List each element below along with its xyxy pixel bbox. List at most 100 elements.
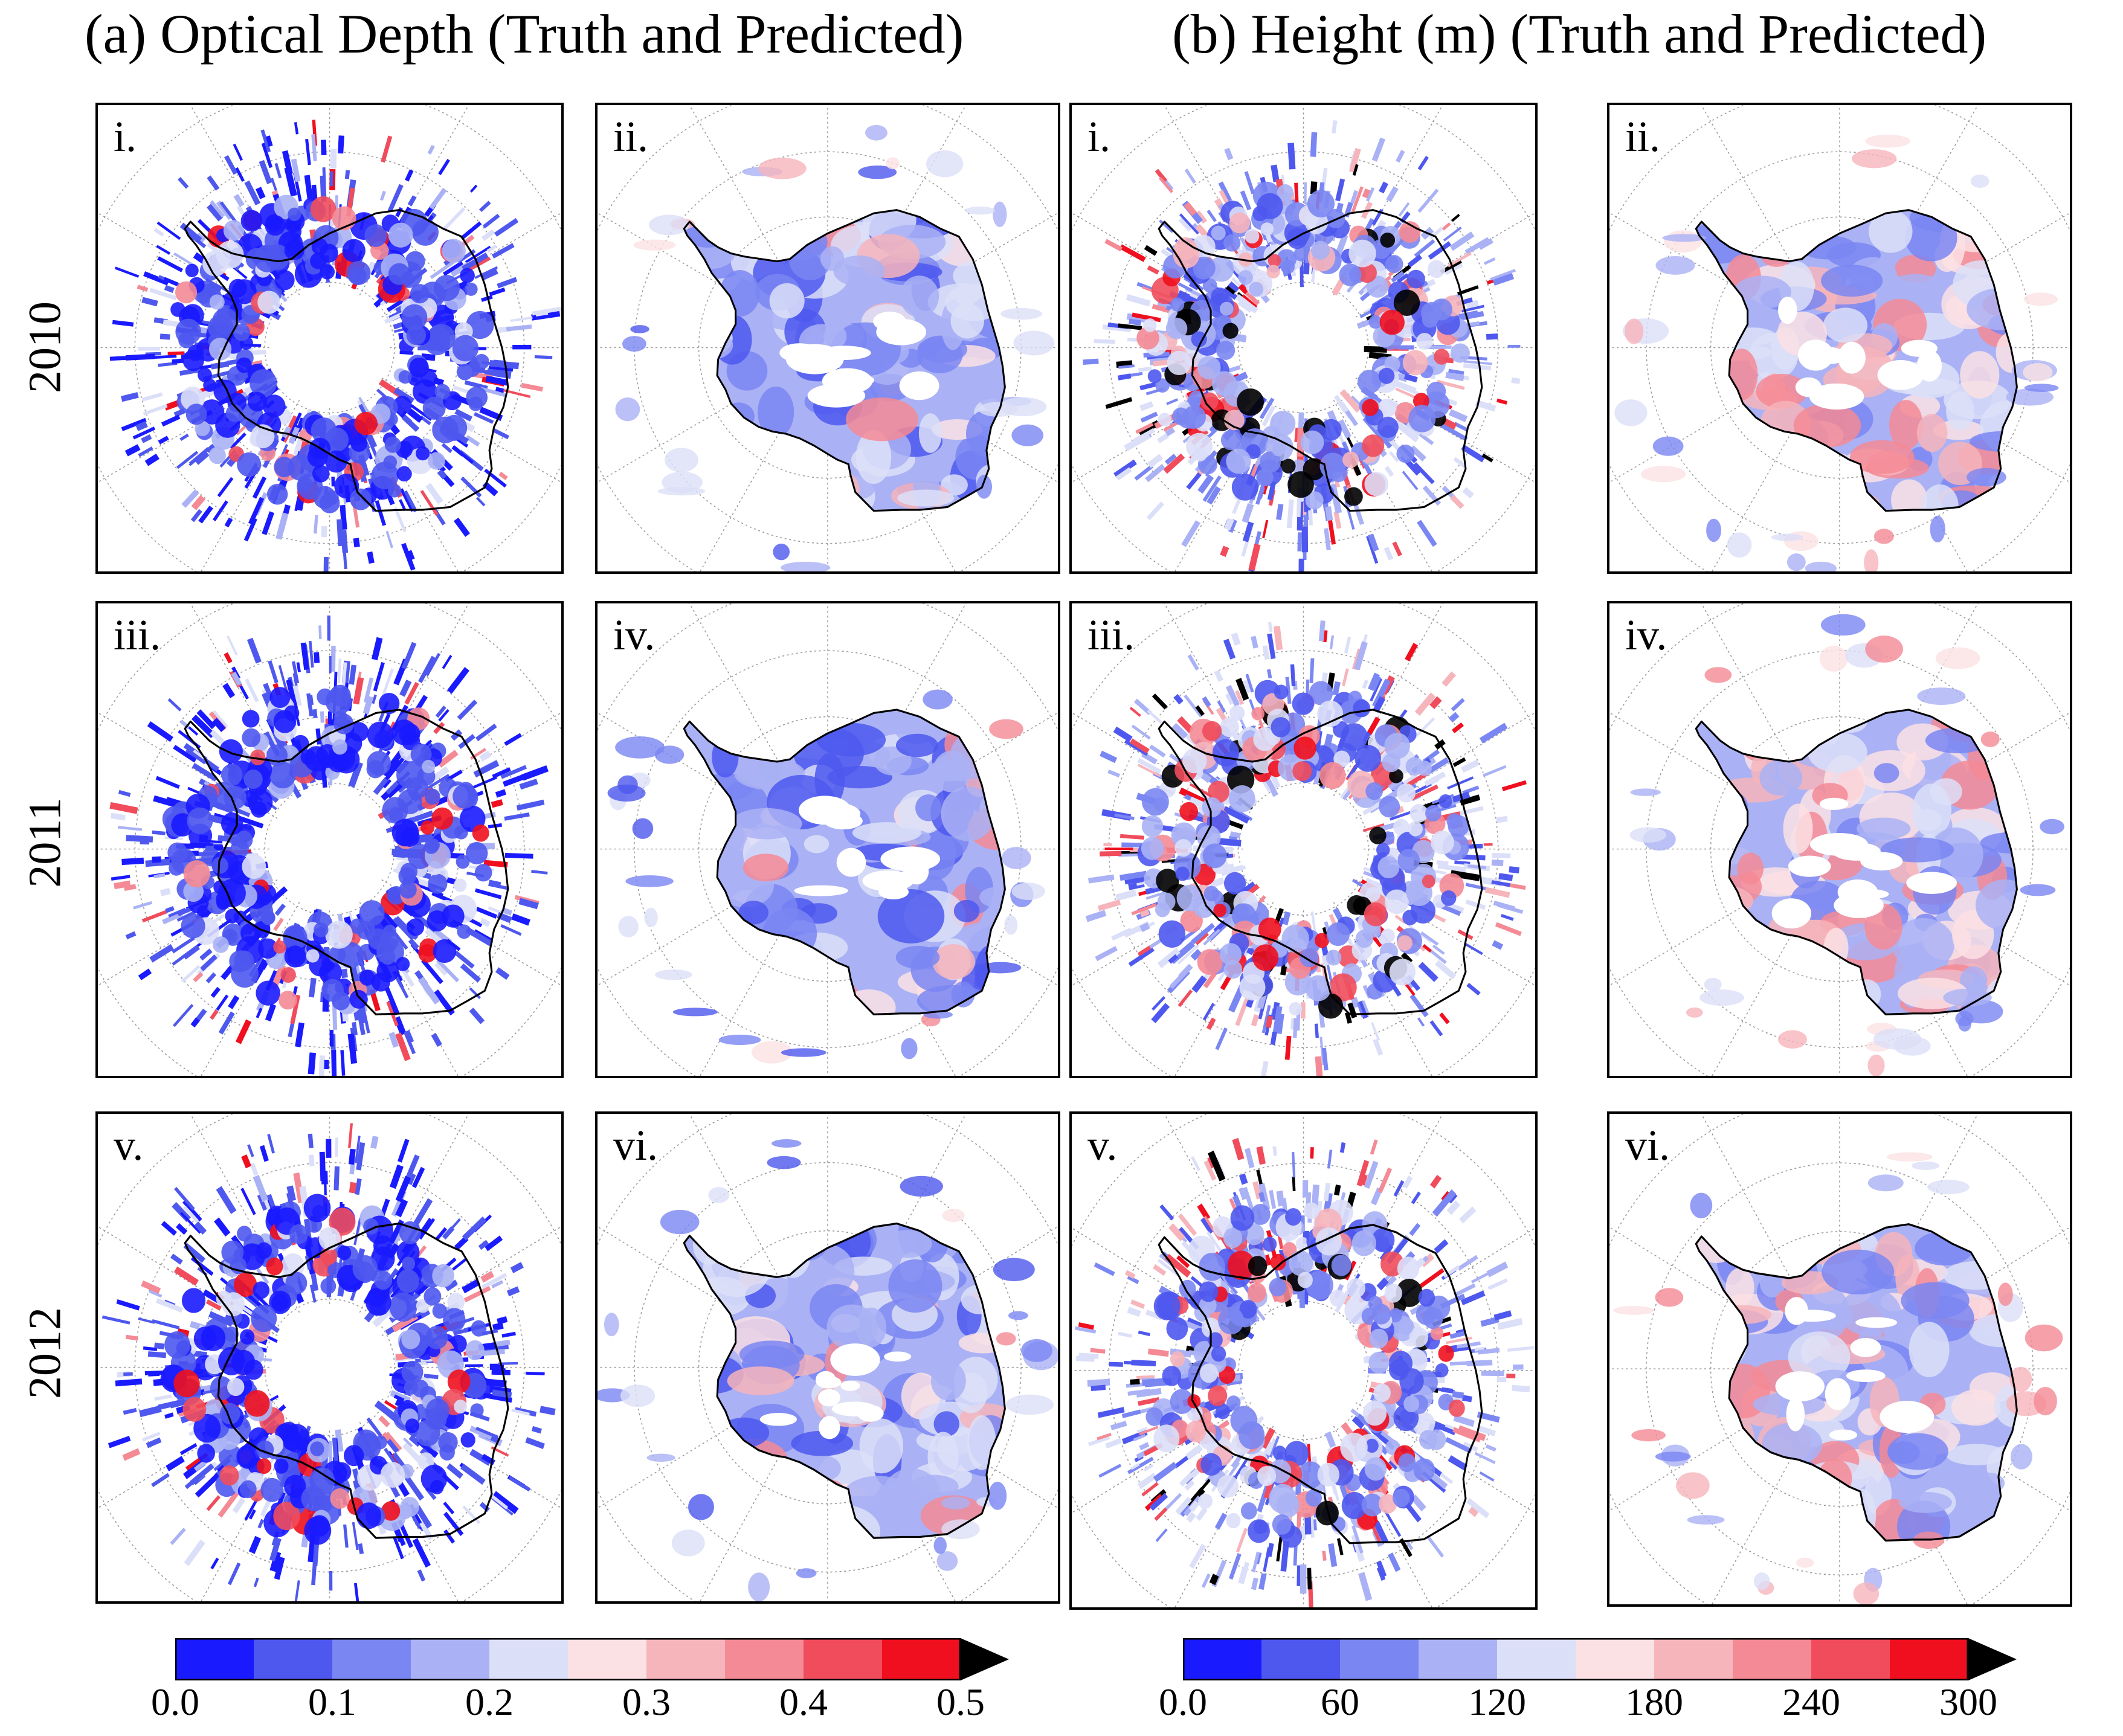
swath-streak [1413,462,1435,484]
swath-streak [1293,1018,1298,1038]
field-patch [816,722,886,757]
swath-streak [1202,696,1211,707]
swath-streak [540,1406,556,1416]
swath-blob [1376,843,1390,857]
swath-streak [1228,281,1240,293]
swath-blob [406,777,428,799]
swath-streak [1139,922,1150,933]
swath-blob [342,239,366,263]
swath-streak [238,815,264,829]
swath-streak [474,266,498,279]
swath-streak [475,497,486,507]
swath-blob [460,268,475,283]
ocean-patch [604,1313,619,1337]
swath-blob [447,1369,471,1394]
swath-streak [1338,387,1362,413]
swath-streak [1327,519,1336,545]
swath-blob [304,746,329,772]
swath-streak [231,671,242,686]
swath-streak [1439,1012,1450,1024]
swath-blob [1355,929,1374,948]
swath-blob [329,684,351,707]
swath-streak [259,159,272,184]
swath-streak [438,159,450,175]
swath-streak [475,1427,499,1439]
swath-streak [347,1034,358,1064]
field-patch [1821,265,1883,297]
swath-blob [217,879,246,908]
swath-streak [269,1551,282,1572]
swath-streak [491,799,503,808]
swath-streak [341,662,347,687]
swath-streak [1483,765,1507,777]
data-field [1074,1137,1535,1607]
swath-blob [1216,341,1235,360]
swath-streak [405,169,414,182]
coastline [1158,709,1483,1015]
swath-streak [213,845,224,850]
swath-streak [473,412,494,424]
field-patch [717,1499,765,1520]
swath-streak [1266,669,1272,679]
swath-blob [250,749,266,765]
swath-streak [497,1316,508,1325]
ocean-patch [625,875,674,887]
swath-blob [399,881,417,899]
field-patch [1849,440,1915,474]
swath-streak [443,1529,456,1544]
swath-streak [1483,257,1496,265]
swath-streak [532,306,561,316]
swath-blob [431,807,454,830]
meridian-line [1164,105,1304,348]
swath-streak [1449,231,1475,251]
swath-streak [1448,368,1464,375]
swath-streak [1138,366,1152,372]
swath-streak [1437,379,1465,390]
coastline [683,709,1006,1015]
panel-label: iii. [1087,611,1135,659]
field-patch [930,1361,966,1401]
swath-blob [442,904,465,928]
swath-blob [281,1253,304,1278]
field-patch [1759,760,1803,796]
ocean-patch [2023,363,2053,382]
swath-streak [385,755,407,780]
swath-blob [432,1264,454,1288]
swath-streak [314,652,320,663]
swath-streak [395,1175,411,1203]
swath-streak [1173,693,1184,705]
swath-streak [121,417,147,431]
swath-streak [1184,694,1203,718]
ocean-patch [773,543,790,561]
swath-streak [1398,202,1410,217]
ocean-patch [1820,614,1866,636]
swath-blob [185,403,207,425]
swath-streak [381,668,394,697]
swath-streak [1432,944,1445,955]
swath-streak [442,260,463,276]
ocean-patch [630,325,649,333]
field-patch [1793,403,1861,448]
swath-streak [506,324,532,332]
swath-blob [314,922,329,937]
swath-streak [469,1008,485,1024]
swath-streak [321,140,327,156]
swath-streak [268,660,279,684]
swath-blob [1142,788,1169,816]
swath-streak [1220,545,1229,557]
swath-streak [213,500,228,522]
optical-depth-title: (a) Optical Depth (Truth and Predicted) [85,3,964,65]
ocean-patch [978,402,1018,417]
ocean-patch [1021,1339,1052,1362]
swath-streak [1218,181,1234,207]
swath-streak [193,749,205,760]
swath-blob [256,1458,272,1474]
meridian-line [190,105,330,348]
swath-streak [1229,831,1241,838]
swath-blob [1136,326,1159,350]
swath-streak [149,1290,163,1298]
ocean-patch [1917,687,1966,705]
swath-streak [278,664,289,694]
swath-streak [308,977,317,998]
swath-streak [311,134,317,162]
